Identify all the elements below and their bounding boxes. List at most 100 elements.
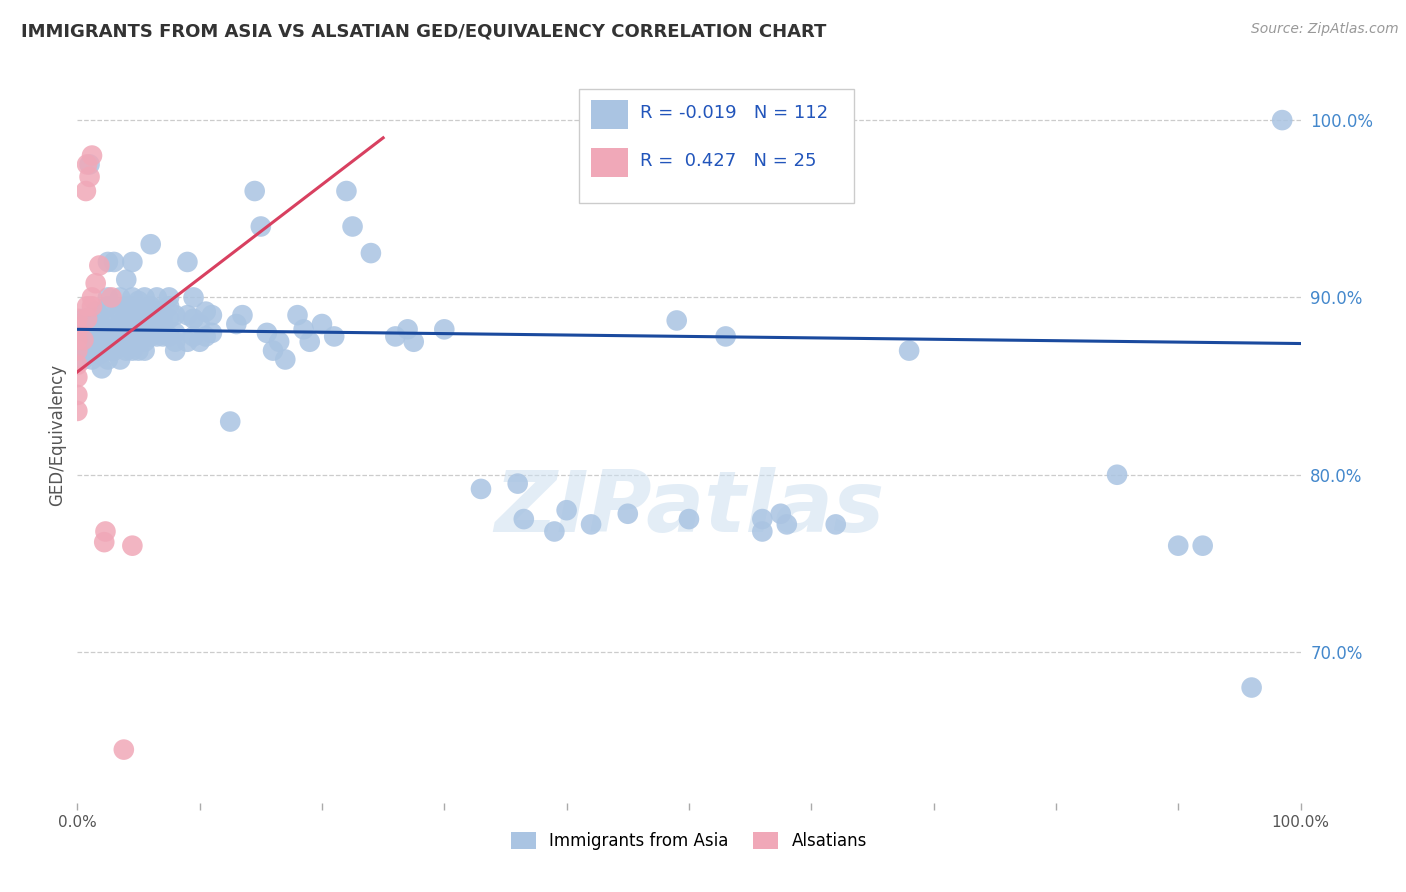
Point (165, 343, 187, 358)
Bar (591, 100, 627, 129)
Point (274, 352, 297, 367)
Point (127, 293, 149, 308)
Point (183, 290, 205, 304)
Point (79, 169, 101, 184)
Point (262, 343, 284, 358)
Point (360, 246, 382, 260)
Text: Source: ZipAtlas.com: Source: ZipAtlas.com (1251, 22, 1399, 37)
Point (75, 184, 97, 198)
Point (513, 512, 536, 526)
Point (72, 311, 94, 326)
Point (127, 304, 149, 318)
Point (146, 329, 169, 343)
Point (80, 329, 103, 343)
Point (751, 512, 773, 526)
Point (201, 326, 224, 340)
Point (100, 322, 122, 336)
Point (250, 219, 273, 234)
Point (269, 334, 291, 349)
Point (66, 404, 89, 418)
Point (194, 329, 217, 343)
Point (176, 334, 198, 349)
Point (100, 290, 122, 304)
Point (90, 334, 112, 349)
Point (1191, 539, 1213, 553)
Point (66, 343, 89, 358)
Point (146, 317, 169, 331)
Point (103, 326, 125, 340)
Bar (591, 148, 627, 178)
Point (134, 326, 156, 340)
Point (751, 524, 773, 539)
Point (66, 388, 89, 402)
Point (384, 329, 406, 343)
Point (76, 157, 98, 171)
Point (134, 308, 156, 322)
Point (66, 370, 89, 384)
Point (402, 334, 425, 349)
Point (555, 503, 578, 517)
Point (139, 322, 162, 336)
Point (134, 334, 156, 349)
Point (89, 308, 111, 322)
Point (66, 322, 89, 336)
Point (103, 343, 125, 358)
Point (134, 343, 156, 358)
Point (66, 358, 89, 372)
Point (97, 329, 120, 343)
Point (72, 334, 94, 349)
Point (72, 333, 94, 347)
Point (112, 742, 135, 756)
Point (84, 343, 107, 358)
Point (66, 333, 89, 347)
Point (103, 334, 125, 349)
Point (84, 334, 107, 349)
Point (76, 311, 98, 326)
Point (176, 308, 198, 322)
Point (157, 311, 180, 326)
Text: R =  0.427   N = 25: R = 0.427 N = 25 (640, 153, 817, 170)
Point (127, 343, 149, 358)
Point (93, 535, 115, 549)
Point (108, 329, 131, 343)
Y-axis label: GED/Equivalency: GED/Equivalency (48, 364, 66, 506)
Point (121, 299, 143, 313)
Point (94, 524, 117, 539)
Point (127, 317, 149, 331)
Point (298, 334, 321, 349)
Point (1167, 539, 1189, 553)
Point (256, 326, 278, 340)
Point (97, 299, 120, 313)
Point (115, 343, 138, 358)
Point (80, 352, 103, 367)
Point (103, 308, 125, 322)
Point (433, 322, 456, 336)
Point (139, 329, 162, 343)
Point (157, 329, 180, 343)
Point (84, 277, 107, 291)
Point (72, 322, 94, 336)
Point (579, 517, 602, 532)
Point (115, 317, 138, 331)
Point (617, 507, 640, 521)
Point (108, 317, 131, 331)
Point (188, 334, 211, 349)
Text: R = -0.019   N = 112: R = -0.019 N = 112 (640, 104, 828, 122)
Point (72, 352, 94, 367)
Point (292, 322, 315, 336)
Point (121, 329, 143, 343)
Point (80, 343, 103, 358)
FancyBboxPatch shape (579, 89, 853, 203)
Point (139, 299, 162, 313)
Point (115, 326, 138, 340)
Point (311, 317, 333, 331)
Point (115, 273, 138, 287)
Point (1107, 467, 1129, 482)
Point (543, 524, 565, 539)
Point (76, 299, 98, 313)
Point (824, 517, 846, 532)
Point (121, 290, 143, 304)
Point (72, 340, 94, 354)
Point (97, 255, 120, 269)
Point (89, 322, 111, 336)
